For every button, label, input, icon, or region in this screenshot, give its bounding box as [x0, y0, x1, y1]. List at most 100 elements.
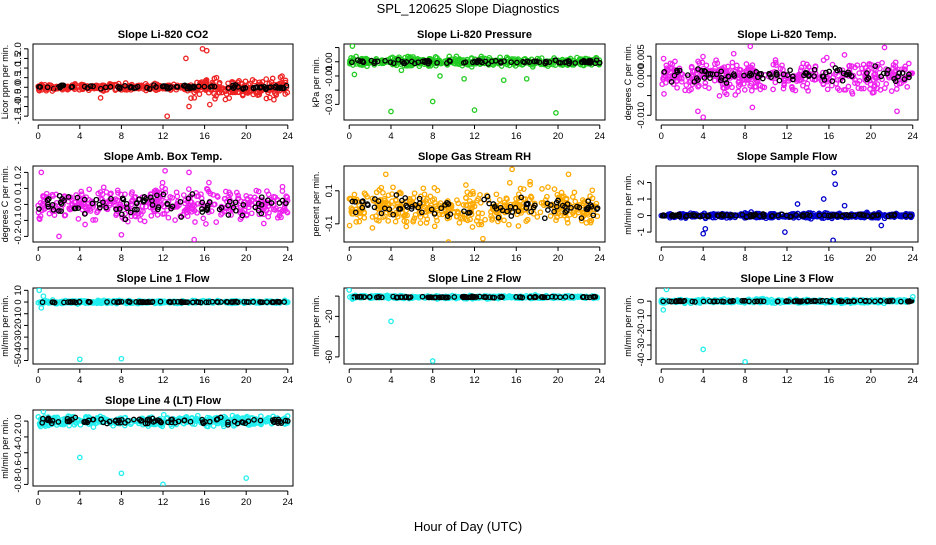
outlier-point [39, 306, 43, 310]
data-point [214, 220, 218, 224]
y-axis-label: ml/min per min. [0, 417, 10, 479]
outlier-point [389, 109, 393, 113]
outlier-point [39, 170, 43, 174]
panel-title: Slope Gas Stream RH [418, 151, 531, 163]
outlier-point [352, 72, 356, 76]
reference-point [788, 68, 792, 72]
x-tick-label: 20 [553, 253, 564, 264]
x-tick-label: 4 [701, 131, 706, 142]
data-point [432, 186, 436, 190]
data-point [272, 98, 276, 102]
y-tick-label: -0.1 [13, 212, 24, 228]
y-tick-label: -20 [324, 310, 335, 324]
reference-point [543, 216, 547, 220]
data-point [412, 191, 416, 195]
outlier-point [701, 115, 705, 119]
data-point [138, 218, 142, 222]
panel-title: Slope Li-820 Temp. [737, 29, 836, 41]
x-tick-label: 24 [907, 375, 918, 386]
y-tick-label: 2 [636, 180, 647, 185]
y-axis-label: degrees C per min. [0, 166, 10, 243]
x-tick-label: 20 [241, 497, 252, 508]
points-rh [347, 167, 600, 244]
outlier-point [431, 359, 435, 363]
x-tick-label: 16 [511, 131, 522, 142]
y-tick-label: 1 [636, 196, 647, 201]
y-tick-label: -1 [636, 228, 647, 236]
outlier-point [350, 44, 354, 48]
y-axis-label: kPa per min. [311, 57, 321, 108]
outlier-point [895, 109, 899, 113]
outlier-point [795, 202, 799, 206]
x-tick-label: 20 [241, 253, 252, 264]
x-tick-label: 4 [77, 131, 82, 142]
data-point [771, 87, 775, 91]
data-point [507, 223, 511, 227]
outlier-point [78, 357, 82, 361]
x-tick-label: 24 [283, 375, 294, 386]
x-tick-label: 12 [782, 375, 793, 386]
data-point [571, 195, 575, 199]
x-tick-label: 16 [824, 253, 835, 264]
x-tick-label: 0 [36, 375, 41, 386]
x-tick-label: 24 [594, 375, 605, 386]
data-point [149, 214, 153, 218]
data-point [187, 187, 191, 191]
x-tick-label: 12 [469, 253, 480, 264]
data-point [842, 53, 846, 57]
data-point [673, 59, 677, 63]
outlier-point [701, 232, 705, 236]
outlier-point [399, 68, 403, 72]
y-tick-label: 10 [13, 285, 24, 296]
x-tick-label: 12 [158, 131, 169, 142]
outlier-point [192, 237, 196, 241]
points-line1 [36, 288, 290, 361]
data-point [422, 192, 426, 196]
outlier-point [783, 230, 787, 234]
data-point [546, 185, 550, 189]
data-point [201, 216, 205, 220]
x-tick-label: 20 [553, 375, 564, 386]
x-tick-label: 16 [199, 497, 210, 508]
outlier-point [696, 109, 700, 113]
reference-point [94, 198, 98, 202]
x-tick-label: 0 [36, 497, 41, 508]
data-point [347, 223, 351, 227]
data-point [102, 185, 106, 189]
panel-title: Slope Line 2 Flow [428, 273, 521, 285]
x-tick-label: 16 [511, 253, 522, 264]
outlier-point [842, 204, 846, 208]
data-point [418, 221, 422, 225]
y-tick-label: 0 [636, 213, 647, 218]
reference-point [546, 208, 550, 212]
data-point [250, 211, 254, 215]
outlier-point [750, 105, 754, 109]
y-tick-label: -0.03 [324, 94, 335, 116]
x-tick-label: 16 [199, 131, 210, 142]
x-tick-label: 8 [119, 375, 124, 386]
data-point [393, 219, 397, 223]
data-point [498, 198, 502, 202]
outlier-point [554, 111, 558, 115]
x-tick-label: 20 [553, 131, 564, 142]
data-point [826, 87, 830, 91]
y-tick-label: 0.1 [13, 182, 24, 195]
outlier-point [502, 78, 506, 82]
outlier-point [187, 104, 191, 108]
x-tick-label: 24 [594, 131, 605, 142]
y-tick-label: -0.2 [13, 228, 24, 244]
x-tick-label: 12 [782, 131, 793, 142]
x-tick-label: 0 [36, 131, 41, 142]
data-point [193, 220, 197, 224]
outlier-point [462, 77, 466, 81]
outlier-point [882, 45, 886, 49]
x-tick-label: 12 [469, 375, 480, 386]
x-tick-label: 12 [469, 131, 480, 142]
x-tick-label: 24 [283, 497, 294, 508]
y-tick-label: 0.2 [13, 166, 24, 179]
data-point [508, 181, 512, 185]
